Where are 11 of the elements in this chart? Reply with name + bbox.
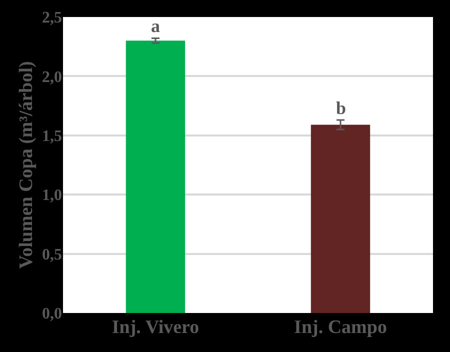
y-tick-label: 0,5 — [42, 246, 62, 264]
y-tick-label: 1,5 — [42, 128, 62, 145]
y-tick-label: 0,0 — [42, 306, 62, 323]
y-axis-title: Volumen Copa (m³/árbol) — [16, 61, 37, 269]
x-tick-label: Inj. Campo — [294, 317, 387, 338]
y-tick-label: 2,5 — [42, 10, 62, 27]
x-tick-label: Inj. Vivero — [112, 317, 200, 338]
y-tick-label: 1,0 — [42, 187, 62, 204]
y-tick-label: 2,0 — [42, 68, 62, 86]
annotation: a — [151, 16, 160, 36]
annotation: b — [336, 98, 346, 118]
